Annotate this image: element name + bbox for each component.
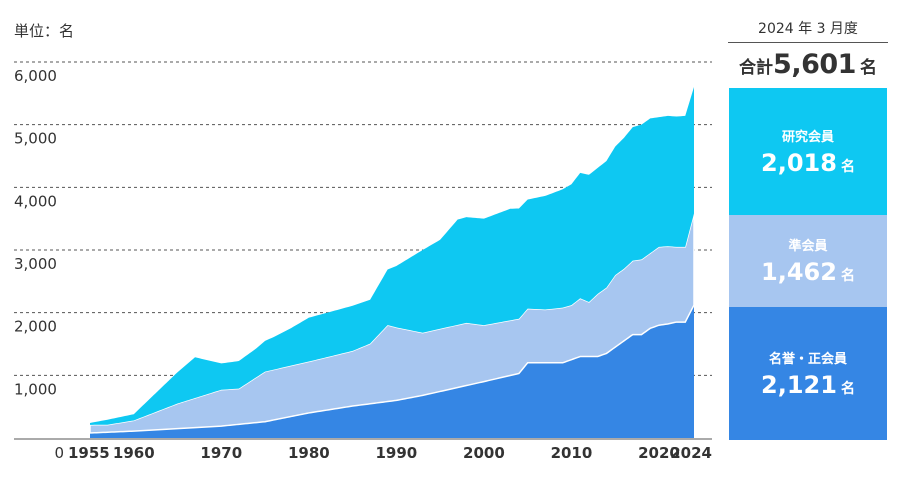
total-unit: 名 (859, 58, 877, 78)
y-axis-labels: 0 1,000 2,000 3,000 4,000 5,000 6,000 (14, 67, 64, 462)
area-series-3 (90, 87, 694, 425)
block-unit: 名 (840, 158, 855, 175)
block-value: 2,018 (761, 148, 837, 177)
block-unit: 名 (840, 268, 855, 285)
x-tick-label: 1980 (288, 444, 330, 462)
x-tick-label: 2020 (638, 444, 680, 462)
block-value: 2,121 (761, 370, 837, 399)
x-tick-label: 1955 (68, 444, 110, 462)
y-tick-label: 3,000 (14, 255, 57, 273)
block-name: 名誉・正会員 (768, 351, 847, 367)
block-value-line: 2,018 名 (761, 149, 855, 177)
block-associate-members: 準会員 1,462 名 (729, 214, 887, 307)
x-tick-label: 1970 (200, 444, 242, 462)
x-tick-label: 1990 (376, 444, 418, 462)
summary-date: 2024 年 3 月度 (728, 18, 888, 43)
x-tick-label: 2024 (670, 444, 712, 462)
x-tick-label: 2010 (551, 444, 593, 462)
area-series-group (89, 87, 695, 438)
total-value: 5,601 (773, 49, 856, 80)
summary-header: 2024 年 3 月度 合計5,601 名 (728, 18, 888, 80)
block-value-line: 2,121 名 (761, 371, 855, 399)
x-tick-label: 2000 (463, 444, 505, 462)
block-research-members: 研究会員 2,018 名 (729, 88, 887, 215)
y-tick-label: 0 (54, 444, 64, 462)
block-unit: 名 (840, 380, 855, 397)
y-tick-label: 6,000 (14, 67, 57, 85)
unit-label: 単位：名 (14, 22, 75, 40)
y-tick-label: 5,000 (14, 130, 57, 148)
summary-total: 合計5,601 名 (728, 49, 888, 80)
block-value-line: 1,462 名 (761, 258, 855, 286)
block-name: 準会員 (788, 239, 828, 255)
y-tick-label: 1,000 (14, 380, 57, 398)
y-tick-label: 2,000 (14, 318, 57, 336)
x-tick-label: 1960 (113, 444, 155, 462)
total-label: 合計 (739, 58, 774, 78)
block-honorary-regular-members: 名誉・正会員 2,121 名 (729, 306, 887, 440)
y-tick-label: 4,000 (14, 192, 57, 210)
area-series-1 (90, 305, 694, 438)
block-value: 1,462 (761, 258, 837, 287)
block-name: 研究会員 (781, 129, 834, 145)
